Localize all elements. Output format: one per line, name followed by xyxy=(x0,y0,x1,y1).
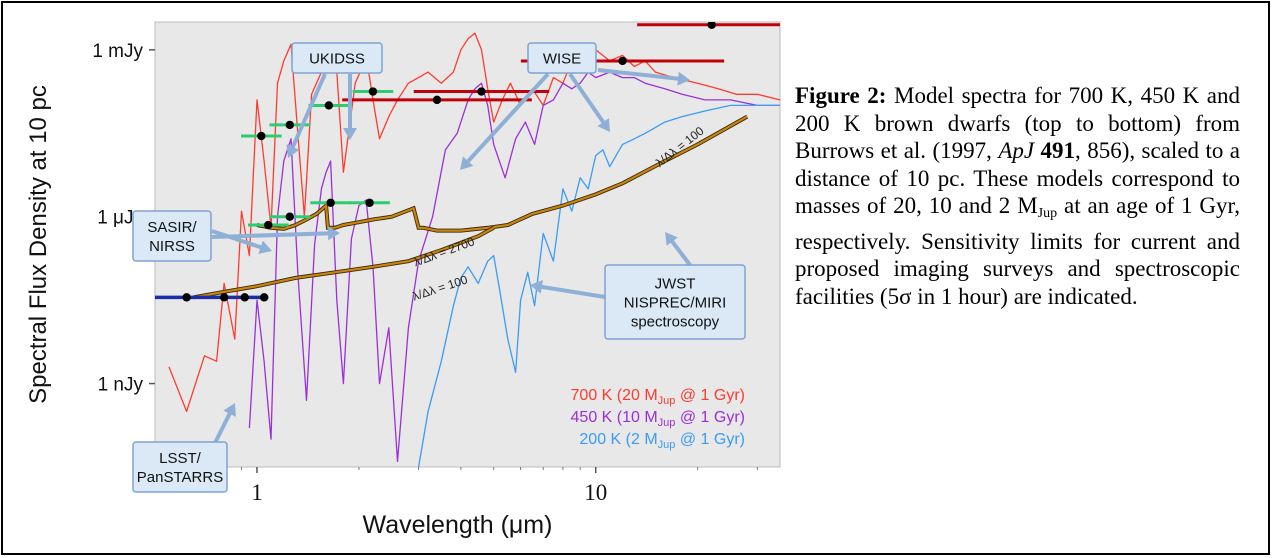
callout-arrow xyxy=(597,68,683,82)
callout-box xyxy=(291,42,383,74)
y-tick-label: 1 mJy xyxy=(92,41,143,62)
caption-text-a: Model spectra for 700 K, 450 K and 200 K… xyxy=(795,83,1240,163)
callout-arrowhead xyxy=(286,144,300,158)
figure-panel: 1 mJy 1 μJy 1 nJy 1 10 Wavelength (μm) Spectra… xyxy=(10,10,790,550)
callout-arrow xyxy=(289,73,327,152)
callout-arrowhead xyxy=(223,403,236,417)
callout-box xyxy=(132,441,228,493)
callout-arrowhead xyxy=(530,279,543,294)
callout-box xyxy=(132,210,212,262)
callout-sasir: SASIR/NIRSS xyxy=(132,210,340,262)
survey-limit-point xyxy=(259,293,269,302)
survey-limit-point xyxy=(324,101,334,110)
caption-label: Figure 2: xyxy=(795,83,887,108)
x-axis-label: Wavelength (μm) xyxy=(363,511,553,539)
survey-limit-point xyxy=(326,198,335,207)
survey-limit-point xyxy=(264,220,273,230)
y-tick-label: 1 μJy xyxy=(97,208,143,229)
sensitivity-curve xyxy=(193,226,495,299)
caption-text-b: , 856), scaled to a distance of 10 pc. T… xyxy=(795,138,1240,218)
callout-label: PanSTARRS xyxy=(137,469,223,486)
legend-entry: 450 K (10 MJup @ 1 Gyr) xyxy=(571,409,745,429)
spectrum-line xyxy=(248,71,780,463)
spectral-chart: 1 mJy 1 μJy 1 nJy 1 10 Wavelength (μm) Spectra… xyxy=(25,21,781,539)
callout-label: spectroscopy xyxy=(631,314,720,331)
callout-label: NIRSS xyxy=(149,238,195,255)
callout-label: NISPREC/MIRI xyxy=(624,295,727,312)
callout-lsst: LSST/PanSTARRS xyxy=(132,403,236,493)
callout-wise: WISE xyxy=(460,42,690,170)
caption-mass-subscript: Jup xyxy=(1037,206,1058,221)
caption-volume: 491 xyxy=(1040,138,1076,163)
callout-arrowhead xyxy=(258,240,272,254)
callout-box xyxy=(604,264,746,340)
x-tick-label: 10 xyxy=(584,480,607,505)
callout-arrow xyxy=(211,231,333,239)
legend-entry: 200 K (2 MJup @ 1 Gyr) xyxy=(579,431,745,451)
callout-arrowhead xyxy=(665,232,678,246)
survey-limit-point xyxy=(365,198,374,207)
callout-label: JWST xyxy=(655,276,696,293)
survey-limit-point xyxy=(618,56,627,66)
callout-box xyxy=(527,42,597,74)
callout-arrow xyxy=(211,229,266,251)
callout-arrow xyxy=(537,284,606,299)
figure-caption: Figure 2: Model spectra for 700 K, 450 K… xyxy=(795,82,1240,310)
callout-jwst: JWST NISPREC/MIRI spectroscopy xyxy=(530,232,746,340)
x-tick-label: 1 xyxy=(251,480,263,505)
survey-limit-point xyxy=(432,95,442,105)
callout-arrowhead xyxy=(343,128,357,140)
legend-entry: 700 K (20 MJup @ 1 Gyr) xyxy=(571,387,745,407)
y-axis-label: Spectral Flux Density at 10 pc xyxy=(25,85,52,404)
callout-label: WISE xyxy=(543,51,581,68)
survey-limit-point xyxy=(240,293,249,302)
callout-arrow xyxy=(463,72,550,166)
callout-arrowhead xyxy=(597,118,610,132)
callout-arrow xyxy=(213,409,234,444)
survey-limit-point xyxy=(285,120,294,130)
caption-journal: ApJ xyxy=(998,138,1035,163)
callout-label: SASIR/ xyxy=(147,219,197,236)
spectrum-line xyxy=(417,104,780,467)
callout-arrow xyxy=(668,237,692,267)
callout-arrowhead xyxy=(460,156,474,170)
callout-arrow xyxy=(568,72,608,127)
survey-limit-point xyxy=(368,87,378,96)
survey-limit-point xyxy=(182,293,191,302)
y-tick-label: 1 nJy xyxy=(98,375,144,396)
survey-limit-point xyxy=(219,293,229,302)
caption-text-c: at an age of 1 Gyr, respectively. Sensit… xyxy=(795,193,1241,309)
callout-label: LSST/ xyxy=(159,450,202,467)
callout-ukidss: UKIDSS xyxy=(286,42,383,158)
survey-limit-point xyxy=(707,22,716,29)
survey-limit-point xyxy=(477,87,486,96)
callout-arrowhead xyxy=(677,71,690,86)
survey-limit-point xyxy=(285,212,294,221)
callout-arrowhead xyxy=(327,226,340,241)
survey-limit-point xyxy=(257,131,266,141)
callout-label: UKIDSS xyxy=(309,51,365,68)
